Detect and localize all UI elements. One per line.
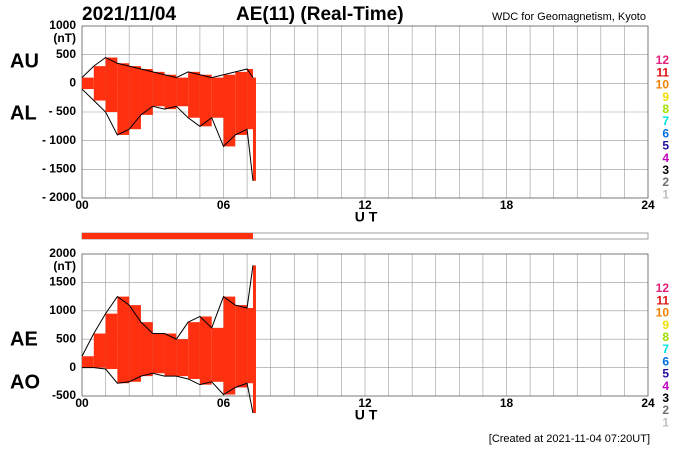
x-tick-label: 18 xyxy=(500,396,514,410)
x-axis-label: U T xyxy=(355,407,378,423)
range-bar xyxy=(164,74,177,110)
unit-label: (nT) xyxy=(53,31,76,45)
legend-label: 7 xyxy=(662,342,669,356)
series-label: AO xyxy=(10,371,40,393)
range-bar xyxy=(199,316,212,385)
range-bar xyxy=(105,313,118,370)
range-bar xyxy=(82,77,94,90)
range-bar xyxy=(235,305,248,388)
range-bar xyxy=(140,322,153,377)
unit-label: (nT) xyxy=(53,259,76,273)
legend-label: 12 xyxy=(656,53,670,67)
series-line xyxy=(81,265,254,357)
legend-label: 8 xyxy=(662,330,669,344)
range-bar xyxy=(223,74,236,147)
legend-label: 4 xyxy=(662,379,669,393)
range-bar xyxy=(152,333,165,374)
legend-label: 3 xyxy=(662,391,669,405)
series-label: AU xyxy=(10,50,39,72)
legend-label: 10 xyxy=(656,306,670,320)
plot-frame xyxy=(81,25,649,199)
legend-label: 8 xyxy=(662,102,669,116)
series-label: AL xyxy=(10,102,37,124)
range-bar xyxy=(223,296,236,395)
y-tick-label: 1000 xyxy=(49,303,76,317)
range-bar xyxy=(211,327,224,382)
range-bar xyxy=(117,63,130,135)
x-tick-label: 12 xyxy=(358,396,372,410)
range-bar xyxy=(129,305,141,382)
legend-label: 10 xyxy=(656,78,670,92)
range-bar xyxy=(235,71,248,135)
x-tick-label: 18 xyxy=(500,198,514,212)
legend-label: 9 xyxy=(662,318,669,332)
x-tick-label: 12 xyxy=(358,198,372,212)
station-strip xyxy=(82,233,253,239)
legend-label: 2 xyxy=(662,403,669,417)
footer: [Created at 2021-11-04 07:20UT] xyxy=(489,433,650,445)
range-bar xyxy=(164,333,177,377)
range-bar xyxy=(93,66,106,101)
range-bar xyxy=(199,74,212,127)
range-bar xyxy=(211,77,224,118)
y-tick-label: 1500 xyxy=(49,275,76,289)
range-bar xyxy=(152,71,165,107)
range-bar xyxy=(252,77,256,181)
y-tick-label: - 1000 xyxy=(42,133,76,147)
range-bar xyxy=(93,333,106,368)
y-tick-label: - 500 xyxy=(49,104,77,118)
y-tick-label: -500 xyxy=(52,388,76,402)
legend-label: 11 xyxy=(656,65,669,79)
range-bar xyxy=(140,69,153,115)
range-bar xyxy=(188,71,200,118)
legend-label: 5 xyxy=(662,139,669,153)
plot-frame xyxy=(81,253,649,397)
y-tick-label: 500 xyxy=(56,47,76,61)
series-line xyxy=(81,88,254,181)
legend-label: 6 xyxy=(662,354,669,368)
x-tick-label: 00 xyxy=(75,396,89,410)
x-tick-label: 24 xyxy=(641,198,655,212)
range-bar xyxy=(176,77,189,107)
legend-label: 6 xyxy=(662,126,669,140)
date: 2021/11/04 xyxy=(82,4,176,25)
range-bar xyxy=(82,356,94,368)
legend-label: 3 xyxy=(662,163,669,177)
series-line xyxy=(81,56,254,79)
y-tick-label: 1000 xyxy=(49,18,76,32)
y-tick-label: 0 xyxy=(69,76,76,90)
range-bar xyxy=(117,296,130,384)
range-bar xyxy=(105,57,118,112)
range-bar xyxy=(252,265,256,414)
y-tick-label: - 1500 xyxy=(42,162,76,176)
range-bar xyxy=(129,66,141,130)
range-bar xyxy=(188,322,200,379)
y-tick-label: 500 xyxy=(56,331,76,345)
x-tick-label: 24 xyxy=(641,396,655,410)
legend-label: 2 xyxy=(662,175,669,189)
legend-label: 4 xyxy=(662,151,669,165)
x-tick-label: 00 xyxy=(75,198,89,212)
range-bar xyxy=(176,339,189,377)
range-bar xyxy=(247,69,253,130)
source: WDC for Geomagnetism, Kyoto xyxy=(492,11,646,23)
series-label: AE xyxy=(10,328,38,350)
y-tick-label: - 2000 xyxy=(42,190,76,204)
legend-label: 1 xyxy=(662,415,669,429)
legend-label: 7 xyxy=(662,114,669,128)
x-tick-label: 06 xyxy=(217,396,231,410)
series-line xyxy=(82,367,254,414)
range-bar xyxy=(247,307,253,384)
legend-label: 1 xyxy=(662,187,669,201)
legend-label: 9 xyxy=(662,90,669,104)
y-tick-label: 0 xyxy=(69,360,76,374)
legend-label: 12 xyxy=(656,281,670,295)
legend-label: 11 xyxy=(656,293,669,307)
x-tick-label: 06 xyxy=(217,198,231,212)
x-axis-label: U T xyxy=(355,209,378,225)
y-tick-label: 2000 xyxy=(49,246,76,260)
legend-label: 5 xyxy=(662,367,669,381)
chart-title: AE(11) (Real-Time) xyxy=(236,4,404,25)
